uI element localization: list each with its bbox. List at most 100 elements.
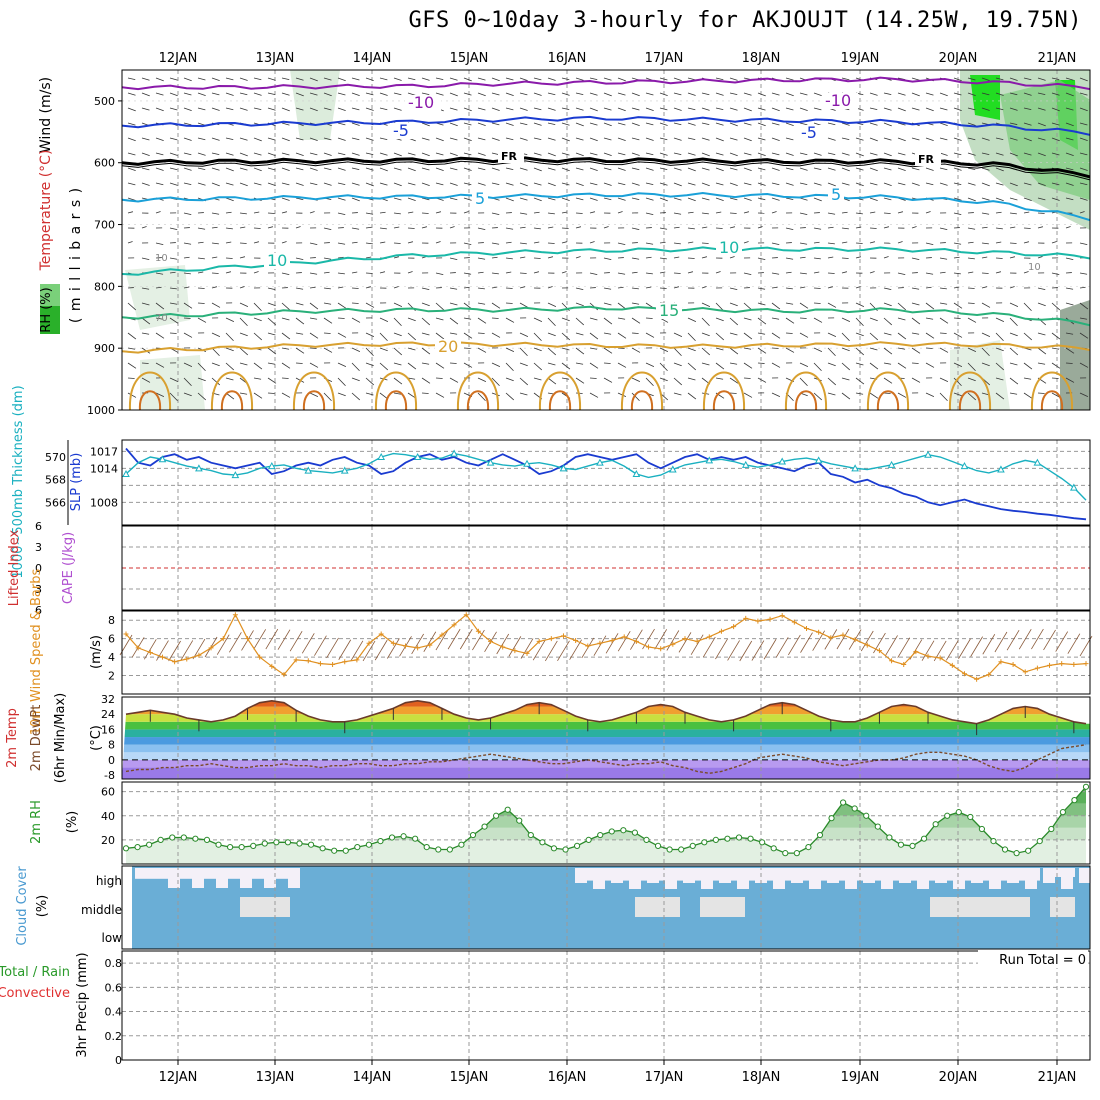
- wind-barb: [995, 332, 1004, 342]
- wind-barb: [351, 271, 358, 274]
- wind-barb: [1023, 77, 1032, 81]
- wind-barb: [701, 92, 710, 96]
- wind-speed-marker: [159, 654, 165, 660]
- wind-barb: [379, 362, 389, 371]
- wind-barb: [939, 377, 949, 382]
- wind-barb: [1065, 182, 1074, 186]
- wind-barb: [659, 182, 668, 186]
- wind-barb: [197, 302, 205, 304]
- rh-2m-marker: [250, 842, 257, 850]
- wind-barb: [225, 152, 234, 156]
- wind-barb: [771, 332, 781, 339]
- wind-barb: [267, 77, 276, 81]
- temperature-contours: [122, 76, 1090, 410]
- wind-barb: [183, 77, 192, 82]
- wind-barb: [449, 182, 458, 186]
- wind-barb: [785, 197, 794, 201]
- wind-barb: [673, 332, 683, 337]
- wind-barb: [743, 347, 752, 350]
- rh-contour-label: 10: [155, 253, 168, 264]
- wind-barb: [799, 122, 808, 126]
- wind-barb: [309, 332, 319, 339]
- wind-barb: [1051, 92, 1060, 96]
- panel-frame-P6: [121, 781, 1091, 865]
- wind-speed-marker: [852, 637, 858, 643]
- wind-barb: [575, 197, 584, 201]
- rh-2m-marker: [724, 835, 731, 842]
- rh-2m-marker: [782, 850, 789, 857]
- wind-barb: [701, 107, 710, 111]
- wind-barb: [1051, 122, 1060, 126]
- wind-barb: [477, 392, 486, 402]
- wind-barb: [337, 107, 346, 112]
- wind-barb: [239, 182, 248, 187]
- temp-band: [122, 744, 1090, 753]
- wind-barb: [225, 332, 234, 342]
- wind-barb: [1065, 197, 1074, 201]
- wind-barb: [1051, 377, 1059, 379]
- wind-barb: [855, 362, 864, 366]
- wind-barb: [127, 107, 136, 112]
- wind-barb: [967, 392, 977, 401]
- wind-barb: [463, 107, 472, 112]
- wind-barb: [631, 317, 641, 324]
- contour-label: 20: [438, 337, 458, 356]
- wind-barb: [435, 241, 441, 244]
- wind-barb: [141, 137, 150, 141]
- wind-barb: [575, 302, 584, 307]
- wind-barb: [239, 256, 246, 259]
- wind-barb: [197, 107, 206, 111]
- wind-speed-marker: [354, 657, 360, 663]
- wind-barb: [435, 392, 445, 398]
- wind-10m-barb: [945, 640, 959, 661]
- rh-2m-marker: [516, 817, 523, 824]
- wind-barb: [673, 286, 680, 289]
- wind-barb: [589, 362, 599, 369]
- thickness-marker: [231, 471, 240, 479]
- wind-speed-marker: [743, 615, 749, 621]
- wind-barb: [855, 167, 864, 171]
- wind-barb: [673, 377, 683, 386]
- cloud-high: [1061, 868, 1073, 889]
- cloud-high: [1079, 868, 1091, 883]
- wind-barb: [211, 332, 221, 337]
- surface-isotherm-warm: [548, 390, 572, 410]
- rh-shade-low: [1060, 300, 1090, 410]
- wind-barb: [715, 302, 724, 312]
- wind-barb: [337, 122, 346, 126]
- wind-barb: [561, 241, 568, 244]
- wind-barb: [505, 377, 514, 382]
- cloud-middle: [635, 897, 680, 917]
- wind-10m-barb: [496, 633, 510, 655]
- wind-barb: [883, 137, 892, 141]
- wind-barb: [645, 107, 654, 112]
- wind-barb: [603, 77, 612, 81]
- wind-barb: [771, 392, 781, 397]
- wind-barb: [995, 377, 1004, 381]
- wind-barb: [141, 182, 150, 186]
- pressure-tick: 900: [94, 342, 115, 355]
- wind-barb: [813, 271, 820, 274]
- wind-barb: [295, 362, 303, 364]
- wind-10m-barb: [229, 632, 242, 653]
- wind-speed-marker: [925, 653, 931, 659]
- wind-barb: [533, 241, 540, 244]
- rh-2m-marker: [203, 836, 211, 843]
- wind-barb: [491, 167, 500, 171]
- wind-speed-marker: [597, 640, 603, 646]
- wind-barb: [939, 302, 948, 305]
- date-label-top: 18JAN: [742, 51, 781, 66]
- wind-barb: [645, 272, 653, 275]
- wind-barb: [1065, 152, 1074, 157]
- wind-barb: [855, 256, 862, 259]
- run-total-bg: [978, 950, 1088, 968]
- wind-10m-barb: [253, 629, 267, 650]
- wind-barb: [995, 317, 1005, 322]
- wind-barb: [421, 317, 431, 326]
- wind-barb: [449, 167, 458, 171]
- wind-barb: [1079, 77, 1088, 82]
- wind-barb: [547, 302, 557, 307]
- wind-barb: [519, 107, 528, 111]
- wind-barb: [295, 92, 304, 97]
- temp-tick: 8: [108, 739, 115, 752]
